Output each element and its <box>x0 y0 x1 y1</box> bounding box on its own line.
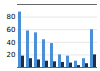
svg-text:60: 60 <box>7 26 16 34</box>
svg-text:80: 80 <box>7 13 16 21</box>
svg-text:40: 40 <box>7 39 16 47</box>
svg-text:20: 20 <box>7 51 16 59</box>
